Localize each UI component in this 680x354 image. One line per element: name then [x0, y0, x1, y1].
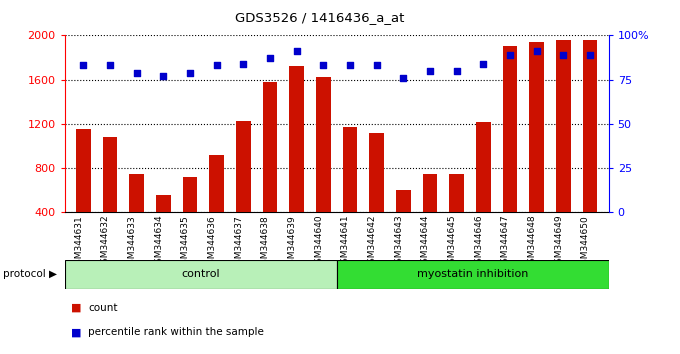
Point: [585, 52, 596, 58]
Bar: [476, 122, 490, 212]
Text: ■: ■: [71, 327, 82, 337]
Text: GSM344641: GSM344641: [341, 215, 350, 269]
Bar: [503, 46, 517, 212]
Point: [211, 63, 222, 68]
Text: GSM344644: GSM344644: [421, 215, 430, 269]
Bar: [343, 127, 357, 212]
Text: GDS3526 / 1416436_a_at: GDS3526 / 1416436_a_at: [235, 11, 405, 24]
Point: [478, 61, 489, 67]
Bar: [289, 67, 304, 212]
Text: GSM344637: GSM344637: [235, 215, 243, 269]
Bar: [529, 42, 544, 212]
Text: GSM344650: GSM344650: [581, 215, 590, 269]
Bar: [583, 40, 597, 212]
Point: [238, 61, 249, 67]
Bar: [65, 260, 337, 289]
Point: [291, 48, 302, 54]
Point: [158, 73, 169, 79]
Text: GSM344640: GSM344640: [314, 215, 323, 269]
Text: GSM344632: GSM344632: [101, 215, 110, 269]
Bar: [449, 174, 464, 212]
Point: [318, 63, 328, 68]
Point: [78, 63, 88, 68]
Bar: [209, 155, 224, 212]
Bar: [316, 78, 330, 212]
Text: GSM344631: GSM344631: [74, 215, 83, 269]
Point: [371, 63, 382, 68]
Bar: [556, 40, 571, 212]
Text: GSM344634: GSM344634: [154, 215, 163, 269]
Text: percentile rank within the sample: percentile rank within the sample: [88, 327, 265, 337]
Text: GSM344645: GSM344645: [447, 215, 456, 269]
Bar: [76, 130, 90, 212]
Point: [531, 48, 542, 54]
Point: [505, 52, 515, 58]
Bar: [156, 195, 171, 212]
Text: GSM344633: GSM344633: [128, 215, 137, 269]
Text: GSM344635: GSM344635: [181, 215, 190, 269]
Text: ■: ■: [71, 303, 82, 313]
Text: myostatin inhibition: myostatin inhibition: [417, 269, 528, 279]
Point: [131, 70, 142, 75]
Point: [558, 52, 568, 58]
Point: [265, 56, 275, 61]
Text: GSM344648: GSM344648: [528, 215, 537, 269]
Text: GSM344649: GSM344649: [554, 215, 563, 269]
Text: protocol ▶: protocol ▶: [3, 269, 57, 279]
Bar: [262, 82, 277, 212]
Bar: [369, 133, 384, 212]
Bar: [236, 121, 251, 212]
Text: GSM344642: GSM344642: [368, 215, 377, 269]
Point: [451, 68, 462, 74]
Text: GSM344638: GSM344638: [261, 215, 270, 269]
Text: GSM344636: GSM344636: [207, 215, 217, 269]
Bar: [337, 260, 609, 289]
Point: [184, 70, 195, 75]
Text: GSM344639: GSM344639: [288, 215, 296, 269]
Point: [105, 63, 116, 68]
Text: count: count: [88, 303, 118, 313]
Text: GSM344643: GSM344643: [394, 215, 403, 269]
Bar: [129, 174, 144, 212]
Point: [398, 75, 409, 81]
Bar: [103, 137, 117, 212]
Text: GSM344646: GSM344646: [474, 215, 483, 269]
Bar: [396, 190, 411, 212]
Point: [345, 63, 356, 68]
Bar: [183, 177, 197, 212]
Point: [424, 68, 435, 74]
Bar: [422, 174, 437, 212]
Text: control: control: [182, 269, 220, 279]
Text: GSM344647: GSM344647: [501, 215, 510, 269]
